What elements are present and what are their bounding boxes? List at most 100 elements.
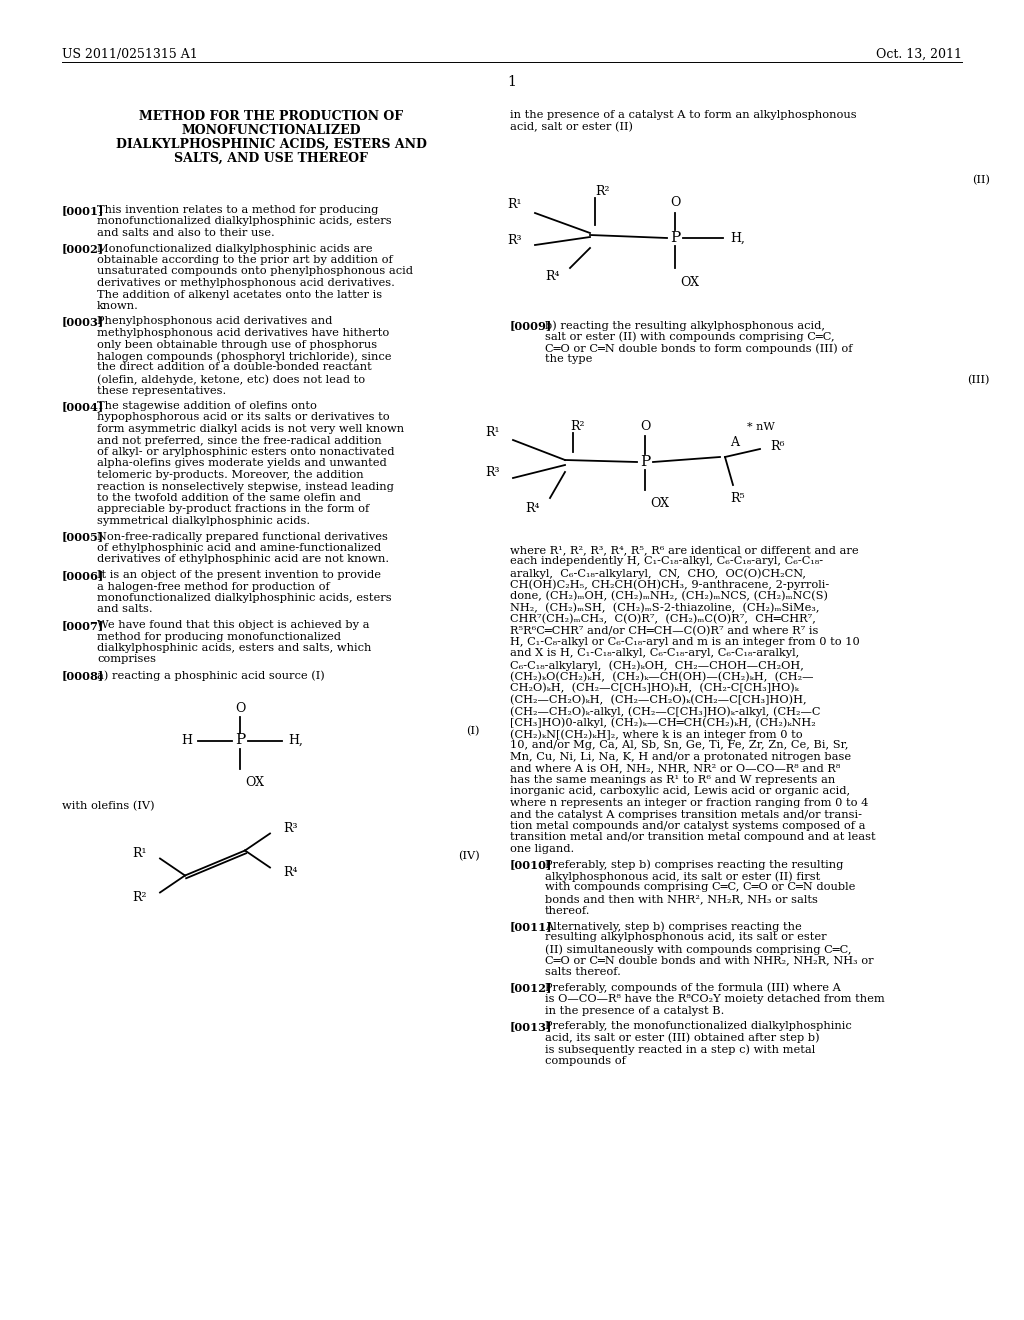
Text: R³: R³ [485, 466, 500, 479]
Text: A: A [730, 436, 739, 449]
Text: where n represents an integer or fraction ranging from 0 to 4: where n represents an integer or fractio… [510, 799, 868, 808]
Text: b) reacting the resulting alkylphosphonous acid,: b) reacting the resulting alkylphosphono… [545, 319, 825, 330]
Text: hypophosphorous acid or its salts or derivatives to: hypophosphorous acid or its salts or der… [97, 412, 389, 422]
Text: R²: R² [595, 185, 609, 198]
Text: is O—CO—R⁸ have the R⁸CO₂Y moiety detached from them: is O—CO—R⁸ have the R⁸CO₂Y moiety detach… [545, 994, 885, 1005]
Text: R⁴: R⁴ [283, 866, 298, 879]
Text: O: O [234, 702, 245, 715]
Text: each independently H, C₁-C₁₈-alkyl, C₆-C₁₈-aryl, C₆-C₁₈-: each independently H, C₁-C₁₈-alkyl, C₆-C… [510, 557, 823, 566]
Text: (CH₂—CH₂O)ₖ-alkyl, (CH₂—C[CH₃]HO)ₖ-alkyl, (CH₂—C: (CH₂—CH₂O)ₖ-alkyl, (CH₂—C[CH₃]HO)ₖ-alkyl… [510, 706, 820, 717]
Text: alkylphosphonous acid, its salt or ester (II) first: alkylphosphonous acid, its salt or ester… [545, 871, 820, 882]
Text: P: P [234, 734, 245, 747]
Text: [0005]: [0005] [62, 532, 104, 543]
Text: CHR⁷(CH₂)ₘCH₃,  C(O)R⁷,  (CH₂)ₘC(O)R⁷,  CH═CHR⁷,: CHR⁷(CH₂)ₘCH₃, C(O)R⁷, (CH₂)ₘC(O)R⁷, CH═… [510, 614, 816, 624]
Text: O: O [640, 421, 650, 433]
Text: in the presence of a catalyst A to form an alkylphosphonous: in the presence of a catalyst A to form … [510, 110, 857, 120]
Text: comprises: comprises [97, 655, 156, 664]
Text: [0009]: [0009] [510, 319, 552, 331]
Text: the direct addition of a double-bonded reactant: the direct addition of a double-bonded r… [97, 363, 372, 372]
Text: to the twofold addition of the same olefin and: to the twofold addition of the same olef… [97, 492, 361, 503]
Text: Preferably, step b) comprises reacting the resulting: Preferably, step b) comprises reacting t… [545, 859, 844, 870]
Text: DIALKYLPHOSPHINIC ACIDS, ESTERS AND: DIALKYLPHOSPHINIC ACIDS, ESTERS AND [116, 139, 426, 150]
Text: OX: OX [650, 498, 669, 510]
Text: transition metal and/or transition metal compound and at least: transition metal and/or transition metal… [510, 833, 876, 842]
Text: R⁴: R⁴ [525, 502, 540, 515]
Text: (III): (III) [968, 375, 990, 385]
Text: (olefin, aldehyde, ketone, etc) does not lead to: (olefin, aldehyde, ketone, etc) does not… [97, 374, 366, 384]
Text: R²: R² [570, 420, 585, 433]
Text: R³: R³ [508, 234, 522, 247]
Text: [0012]: [0012] [510, 982, 552, 994]
Text: a) reacting a phosphinic acid source (I): a) reacting a phosphinic acid source (I) [97, 671, 325, 681]
Text: [0001]: [0001] [62, 205, 104, 216]
Text: appreciable by-product fractions in the form of: appreciable by-product fractions in the … [97, 504, 370, 515]
Text: We have found that this object is achieved by a: We have found that this object is achiev… [97, 620, 370, 630]
Text: [0002]: [0002] [62, 243, 104, 255]
Text: H: H [181, 734, 193, 747]
Text: with compounds comprising C═C, C═O or C═N double: with compounds comprising C═C, C═O or C═… [545, 883, 855, 892]
Text: aralkyl,  C₆-C₁₈-alkylaryl,  CN,  CHO,  OC(O)CH₂CN,: aralkyl, C₆-C₁₈-alkylaryl, CN, CHO, OC(O… [510, 568, 806, 578]
Text: [0010]: [0010] [510, 859, 552, 870]
Text: P: P [640, 455, 650, 469]
Text: NH₂,  (CH₂)ₘSH,  (CH₂)ₘS-2-thiazoline,  (CH₂)ₘSiMe₃,: NH₂, (CH₂)ₘSH, (CH₂)ₘS-2-thiazoline, (CH… [510, 602, 819, 612]
Text: and the catalyst A comprises transition metals and/or transi-: and the catalyst A comprises transition … [510, 809, 862, 820]
Text: salts thereof.: salts thereof. [545, 968, 621, 977]
Text: dialkylphosphinic acids, esters and salts, which: dialkylphosphinic acids, esters and salt… [97, 643, 372, 653]
Text: methylphosphonous acid derivatives have hitherto: methylphosphonous acid derivatives have … [97, 327, 389, 338]
Text: It is an object of the present invention to provide: It is an object of the present invention… [97, 570, 381, 579]
Text: R¹: R¹ [132, 847, 147, 861]
Text: unsaturated compounds onto phenylphosphonous acid: unsaturated compounds onto phenylphospho… [97, 267, 413, 276]
Text: * nW: * nW [746, 422, 775, 432]
Text: R⁴: R⁴ [546, 271, 560, 282]
Text: (IV): (IV) [459, 850, 480, 861]
Text: R⁵R⁶C═CHR⁷ and/or CH═CH—C(O)R⁷ and where R⁷ is: R⁵R⁶C═CHR⁷ and/or CH═CH—C(O)R⁷ and where… [510, 626, 818, 636]
Text: method for producing monofunctionalized: method for producing monofunctionalized [97, 631, 341, 642]
Text: one ligand.: one ligand. [510, 843, 574, 854]
Text: [0013]: [0013] [510, 1020, 552, 1032]
Text: The addition of alkenyl acetates onto the latter is: The addition of alkenyl acetates onto th… [97, 289, 382, 300]
Text: METHOD FOR THE PRODUCTION OF: METHOD FOR THE PRODUCTION OF [139, 110, 403, 123]
Text: H, C₁-C₈-alkyl or C₆-C₁₈-aryl and m is an integer from 0 to 10: H, C₁-C₈-alkyl or C₆-C₁₈-aryl and m is a… [510, 638, 860, 647]
Text: [0011]: [0011] [510, 921, 553, 932]
Text: and where A is OH, NH₂, NHR, NR² or O—CO—R⁸ and R⁸: and where A is OH, NH₂, NHR, NR² or O—CO… [510, 763, 841, 774]
Text: (CH₂)ₖN[(CH₂)ₖH]₂, where k is an integer from 0 to: (CH₂)ₖN[(CH₂)ₖH]₂, where k is an integer… [510, 729, 803, 739]
Text: (CH₂)ₖO(CH₂)ₖH,  (CH₂)ₖ—CH(OH)—(CH₂)ₖH,  (CH₂—: (CH₂)ₖO(CH₂)ₖH, (CH₂)ₖ—CH(OH)—(CH₂)ₖH, (… [510, 672, 813, 682]
Text: thereof.: thereof. [545, 906, 591, 916]
Text: [0003]: [0003] [62, 317, 104, 327]
Text: form asymmetric dialkyl acids is not very well known: form asymmetric dialkyl acids is not ver… [97, 424, 404, 434]
Text: and salts and also to their use.: and salts and also to their use. [97, 228, 274, 238]
Text: R¹: R¹ [508, 198, 522, 211]
Text: and salts.: and salts. [97, 605, 153, 615]
Text: acid, its salt or ester (III) obtained after step b): acid, its salt or ester (III) obtained a… [545, 1032, 819, 1043]
Text: The stagewise addition of olefins onto: The stagewise addition of olefins onto [97, 401, 316, 411]
Text: the type: the type [545, 355, 592, 364]
Text: CH₂O)ₖH,  (CH₂—C[CH₃]HO)ₖH,  (CH₂-C[CH₃]HO)ₖ: CH₂O)ₖH, (CH₂—C[CH₃]HO)ₖH, (CH₂-C[CH₃]HO… [510, 682, 799, 693]
Text: R³: R³ [283, 822, 298, 836]
Text: and X is H, C₁-C₁₈-alkyl, C₆-C₁₈-aryl, C₆-C₁₈-aralkyl,: and X is H, C₁-C₁₈-alkyl, C₆-C₁₈-aryl, C… [510, 648, 800, 659]
Text: CH(OH)C₂H₅, CH₂CH(OH)CH₃, 9-anthracene, 2-pyrroli-: CH(OH)C₂H₅, CH₂CH(OH)CH₃, 9-anthracene, … [510, 579, 829, 590]
Text: R⁶: R⁶ [770, 441, 784, 454]
Text: is subsequently reacted in a step c) with metal: is subsequently reacted in a step c) wit… [545, 1044, 815, 1055]
Text: OX: OX [245, 776, 264, 788]
Text: 1: 1 [508, 75, 516, 88]
Text: known.: known. [97, 301, 139, 312]
Text: reaction is nonselectively stepwise, instead leading: reaction is nonselectively stepwise, ins… [97, 482, 394, 491]
Text: Monofunctionalized dialkylphosphinic acids are: Monofunctionalized dialkylphosphinic aci… [97, 243, 373, 253]
Text: where R¹, R², R³, R⁴, R⁵, R⁶ are identical or different and are: where R¹, R², R³, R⁴, R⁵, R⁶ are identic… [510, 545, 859, 554]
Text: symmetrical dialkylphosphinic acids.: symmetrical dialkylphosphinic acids. [97, 516, 310, 525]
Text: halogen compounds (phosphoryl trichloride), since: halogen compounds (phosphoryl trichlorid… [97, 351, 391, 362]
Text: in the presence of a catalyst B.: in the presence of a catalyst B. [545, 1006, 724, 1015]
Text: Oct. 13, 2011: Oct. 13, 2011 [876, 48, 962, 61]
Text: (II): (II) [972, 176, 990, 185]
Text: only been obtainable through use of phosphorus: only been obtainable through use of phos… [97, 339, 377, 350]
Text: acid, salt or ester (II): acid, salt or ester (II) [510, 121, 633, 132]
Text: inorganic acid, carboxylic acid, Lewis acid or organic acid,: inorganic acid, carboxylic acid, Lewis a… [510, 787, 850, 796]
Text: C═O or C═N double bonds and with NHR₂, NH₂R, NH₃ or: C═O or C═N double bonds and with NHR₂, N… [545, 956, 873, 965]
Text: OX: OX [680, 276, 699, 289]
Text: MONOFUNCTIONALIZED: MONOFUNCTIONALIZED [181, 124, 360, 137]
Text: C═O or C═N double bonds to form compounds (III) of: C═O or C═N double bonds to form compound… [545, 343, 853, 354]
Text: alpha-olefins gives moderate yields and unwanted: alpha-olefins gives moderate yields and … [97, 458, 387, 469]
Text: salt or ester (II) with compounds comprising C═C,: salt or ester (II) with compounds compri… [545, 331, 835, 342]
Text: these representatives.: these representatives. [97, 385, 226, 396]
Text: (II) simultaneously with compounds comprising C═C,: (II) simultaneously with compounds compr… [545, 944, 852, 954]
